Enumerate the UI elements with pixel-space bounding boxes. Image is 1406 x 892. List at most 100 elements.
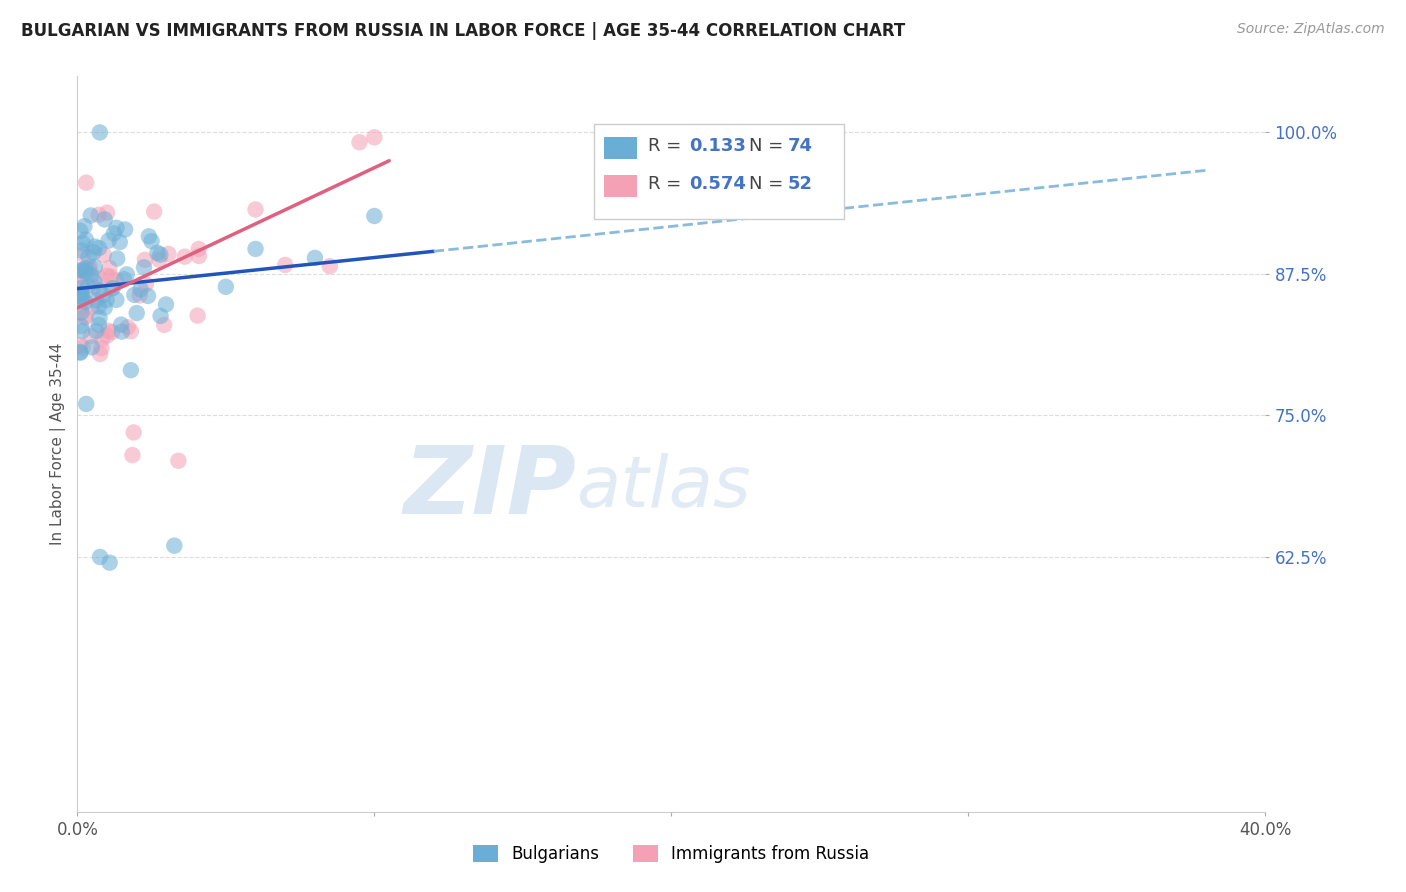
Point [274, 258, 297, 272]
Point [70, 280, 93, 294]
Point [167, 454, 190, 468]
Point [73, 219, 96, 234]
Point [80, 300, 103, 314]
Point [69, 271, 91, 285]
Point [70, 290, 93, 304]
Point [80, 340, 103, 354]
Text: N =: N = [748, 175, 789, 193]
Point [187, 242, 209, 256]
Point [89, 283, 111, 297]
Point [363, 209, 385, 223]
Point [77, 262, 100, 277]
Point [187, 309, 209, 323]
Point [82, 279, 104, 293]
Point [84, 240, 107, 254]
Point [89, 549, 111, 564]
Point [304, 251, 326, 265]
Point [83, 245, 105, 260]
Point [153, 318, 176, 332]
Point [149, 248, 172, 262]
Point [93, 212, 115, 227]
Point [87, 241, 110, 255]
Point [72, 236, 94, 251]
Point [87, 208, 110, 222]
Point [138, 229, 160, 244]
Point [148, 252, 170, 267]
Point [105, 252, 128, 266]
Point [245, 202, 267, 217]
Point [73, 310, 96, 325]
Point [98, 556, 121, 570]
Point [69, 224, 91, 238]
Text: 74: 74 [787, 136, 813, 154]
Point [132, 260, 155, 275]
Point [136, 289, 159, 303]
Point [124, 288, 146, 302]
Point [87, 318, 110, 332]
Point [105, 220, 128, 235]
Point [75, 310, 97, 324]
Point [87, 300, 110, 314]
Point [115, 268, 138, 282]
Point [97, 234, 120, 248]
Point [146, 245, 169, 260]
Point [103, 227, 125, 241]
Point [75, 294, 97, 309]
Text: Source: ZipAtlas.com: Source: ZipAtlas.com [1237, 22, 1385, 37]
Point [89, 125, 111, 139]
Point [108, 235, 131, 249]
Point [117, 320, 139, 334]
Text: 0.574: 0.574 [689, 175, 747, 193]
Point [215, 280, 238, 294]
Point [72, 247, 94, 261]
Point [70, 324, 93, 338]
Point [80, 209, 103, 223]
Point [112, 272, 135, 286]
Point [128, 288, 150, 302]
Text: 0.133: 0.133 [689, 136, 747, 154]
Point [79, 260, 101, 274]
Text: ZIP: ZIP [404, 442, 576, 534]
Point [96, 268, 118, 283]
Point [83, 260, 105, 274]
Point [80, 329, 103, 343]
Point [187, 249, 209, 263]
Point [363, 130, 385, 145]
Point [100, 269, 122, 284]
FancyBboxPatch shape [595, 124, 844, 219]
Point [89, 310, 111, 325]
Point [319, 259, 342, 273]
Text: N =: N = [748, 136, 789, 154]
Point [110, 318, 132, 332]
Point [70, 288, 93, 302]
Point [77, 279, 100, 293]
Point [101, 325, 124, 339]
Point [70, 305, 93, 319]
Point [125, 306, 148, 320]
Point [77, 250, 100, 264]
Text: R =: R = [648, 175, 686, 193]
Point [72, 263, 94, 277]
Text: 52: 52 [787, 175, 813, 193]
Point [69, 289, 91, 303]
Point [84, 324, 107, 338]
Text: BULGARIAN VS IMMIGRANTS FROM RUSSIA IN LABOR FORCE | AGE 35-44 CORRELATION CHART: BULGARIAN VS IMMIGRANTS FROM RUSSIA IN L… [21, 22, 905, 40]
Point [163, 539, 186, 553]
Point [105, 273, 128, 287]
Point [129, 282, 152, 296]
Point [89, 347, 111, 361]
Point [75, 397, 97, 411]
Point [120, 363, 142, 377]
Point [69, 264, 91, 278]
Point [70, 318, 93, 333]
Point [89, 271, 111, 285]
Point [83, 275, 105, 289]
Point [96, 328, 118, 343]
Point [69, 345, 91, 359]
FancyBboxPatch shape [603, 136, 637, 159]
Point [69, 263, 91, 277]
Point [69, 287, 91, 301]
Point [149, 309, 172, 323]
Text: R =: R = [648, 136, 686, 154]
FancyBboxPatch shape [603, 175, 637, 197]
